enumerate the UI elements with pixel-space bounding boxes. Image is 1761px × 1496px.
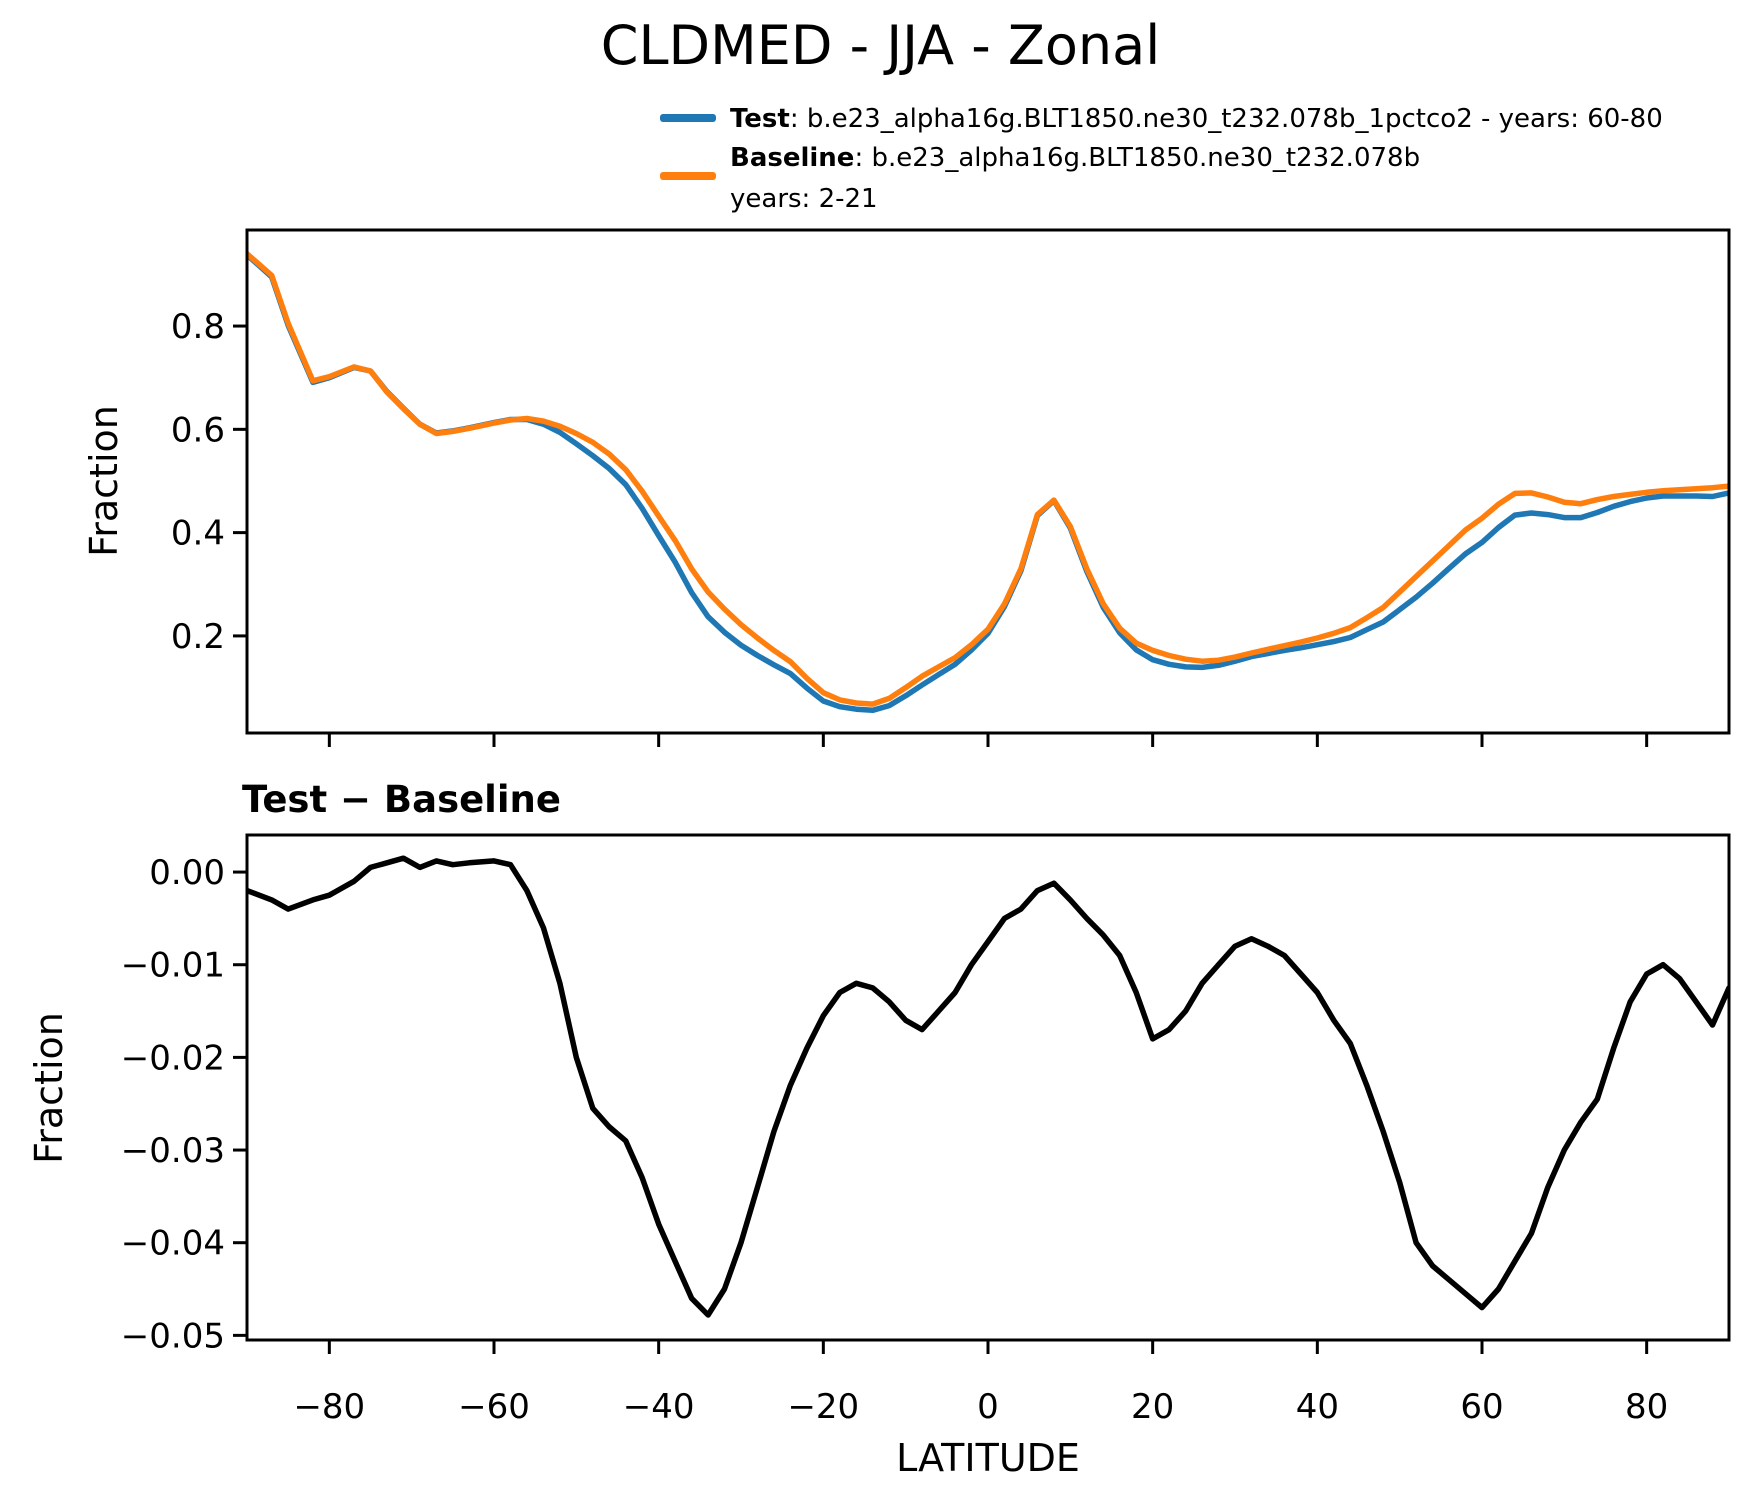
x-tick-label: 20 xyxy=(1131,1387,1174,1427)
y-tick-label: −0.03 xyxy=(121,1131,225,1171)
legend-test-text: Test: b.e23_alpha16g.BLT1850.ne30_t232.0… xyxy=(730,103,1663,135)
legend-row-test: Test: b.e23_alpha16g.BLT1850.ne30_t232.0… xyxy=(660,103,1663,135)
legend-baseline-desc: : b.e23_alpha16g.BLT1850.ne30_t232.078b xyxy=(854,143,1421,173)
baseline-line xyxy=(247,251,1729,707)
y-tick-label: 0.00 xyxy=(149,853,225,893)
legend-baseline-label: Baseline xyxy=(730,143,855,173)
baseline-line-swatch xyxy=(660,172,716,180)
legend-baseline-text: Baseline: b.e23_alpha16g.BLT1850.ne30_t2… xyxy=(730,142,1420,174)
x-axis-label: LATITUDE xyxy=(896,1436,1080,1480)
y-tick-label: −0.05 xyxy=(121,1316,225,1356)
x-tick-label: −40 xyxy=(623,1387,695,1427)
x-tick-label: −80 xyxy=(293,1387,365,1427)
figure-title: CLDMED - JJA - Zonal xyxy=(600,14,1161,77)
top-ylabel: Fraction xyxy=(82,405,126,557)
test-line-swatch xyxy=(660,114,716,122)
y-tick-label: −0.04 xyxy=(121,1224,225,1264)
x-tick-label: −60 xyxy=(458,1387,530,1427)
legend-row-baseline: Baseline: b.e23_alpha16g.BLT1850.ne30_t2… xyxy=(660,142,1663,180)
y-tick-label: 0.4 xyxy=(171,514,225,554)
axes-spines-panel0 xyxy=(245,228,1731,735)
axes-spines-panel1 xyxy=(245,833,1731,1342)
y-tick-label: −0.02 xyxy=(121,1038,225,1078)
y-tick-label: −0.01 xyxy=(121,946,225,986)
legend-baseline-years: years: 2-21 xyxy=(730,184,878,214)
x-tick-label: 80 xyxy=(1625,1387,1668,1427)
test-line xyxy=(247,252,1729,714)
legend-test-desc: : b.e23_alpha16g.BLT1850.ne30_t232.078b_… xyxy=(789,104,1663,134)
y-tick-label: 0.2 xyxy=(171,617,225,657)
x-tick-label: 40 xyxy=(1296,1387,1339,1427)
diff-line xyxy=(247,855,1729,1318)
legend-test-label: Test xyxy=(730,104,790,134)
bottom-ylabel: Fraction xyxy=(27,1012,71,1164)
legend: Test: b.e23_alpha16g.BLT1850.ne30_t232.0… xyxy=(660,103,1663,215)
y-tick-label: 0.6 xyxy=(171,410,225,450)
x-tick-label: −20 xyxy=(787,1387,859,1427)
y-tick-label: 0.8 xyxy=(171,307,225,347)
x-tick-label: 0 xyxy=(977,1387,999,1427)
diff-panel-title: Test − Baseline xyxy=(242,778,561,821)
x-tick-label: 60 xyxy=(1460,1387,1503,1427)
